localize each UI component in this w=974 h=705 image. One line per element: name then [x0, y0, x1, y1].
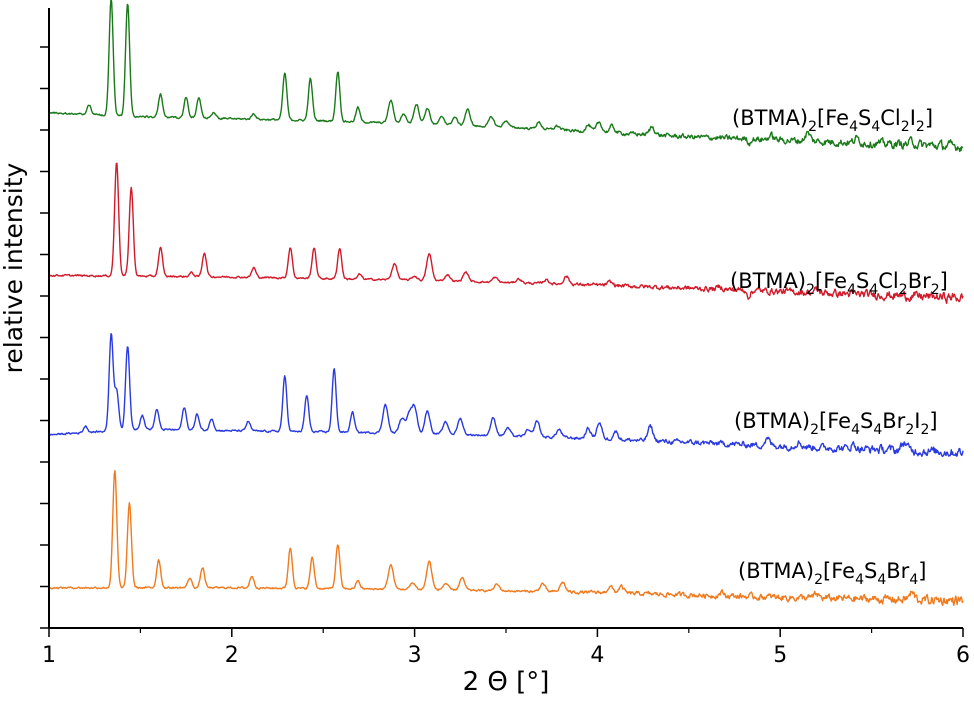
series-label-part: 4	[849, 119, 858, 135]
x-tick-label: 3	[408, 643, 422, 668]
series-label-part: 4	[851, 422, 860, 438]
series-label-part: 2	[905, 422, 914, 438]
series-label-part: 2	[901, 119, 910, 135]
series-label-part: 4	[871, 119, 880, 135]
x-tick-label: 1	[42, 643, 56, 668]
series-label-part: Br	[908, 269, 931, 293]
series-label-part: (BTMA)	[730, 269, 806, 293]
series-label-part: S	[864, 559, 877, 583]
series-label-part: 2	[810, 422, 819, 438]
series-label-part: 2	[916, 119, 925, 135]
x-tick-label: 5	[773, 643, 787, 668]
series-label-part: Br	[882, 409, 905, 433]
series-label-part: (BTMA)	[734, 409, 810, 433]
series-line-0	[48, 0, 964, 153]
series-label-part: (BTMA)	[738, 559, 814, 583]
series-label-part: 2	[931, 282, 940, 298]
series-label-part: 4	[873, 422, 882, 438]
series-label-part: [Fe	[815, 269, 847, 293]
series-label-part: 4	[855, 572, 864, 588]
x-axis-title: 2 Θ [°]	[463, 667, 550, 697]
series-label-2: (BTMA)2[Fe4S4Br2I2]	[734, 409, 938, 438]
series-label-part: S	[860, 409, 873, 433]
series-label-part: (BTMA)	[732, 106, 808, 130]
y-axis-title: relative intensity	[0, 162, 28, 373]
series-label-part: 2	[806, 282, 815, 298]
series-label-part: 2	[899, 282, 908, 298]
series-traces	[48, 0, 964, 607]
series-line-1	[48, 162, 964, 304]
series-label-part: 4	[877, 572, 886, 588]
series-label-3: (BTMA)2[Fe4S4Br4]	[738, 559, 926, 588]
x-tick-label: 6	[956, 643, 970, 668]
series-label-part: I	[910, 106, 916, 130]
series-label-part: ]	[940, 269, 948, 293]
x-tick-label: 2	[225, 643, 239, 668]
series-label-part: 4	[869, 282, 878, 298]
series-label-1: (BTMA)2[Fe4S4Cl2Br2]	[730, 269, 948, 298]
series-label-0: (BTMA)2[Fe4S4Cl2I2]	[732, 106, 933, 135]
series-label-part: I	[914, 409, 920, 433]
series-label-part: 2	[814, 572, 823, 588]
axes: 1 2 3 4 5 6	[40, 8, 970, 668]
series-label-part: ]	[929, 409, 937, 433]
series-label-part: Br	[886, 559, 909, 583]
x-tick-label: 4	[590, 643, 604, 668]
series-label-part: ]	[925, 106, 933, 130]
series-label-part: S	[856, 269, 869, 293]
series-label-part: 4	[847, 282, 856, 298]
series-label-part: 2	[808, 119, 817, 135]
series-label-part: [Fe	[823, 559, 855, 583]
series-label-part: ]	[918, 559, 926, 583]
series-labels: (BTMA)2[Fe4S4Cl2I2](BTMA)2[Fe4S4Cl2Br2](…	[730, 106, 948, 588]
series-line-2	[48, 332, 964, 458]
series-line-3	[48, 469, 964, 607]
series-label-part: Cl	[878, 269, 899, 293]
series-label-part: S	[858, 106, 871, 130]
series-label-part: [Fe	[817, 106, 849, 130]
series-label-part: 2	[920, 422, 929, 438]
series-label-part: 4	[909, 572, 918, 588]
series-label-part: [Fe	[819, 409, 851, 433]
series-label-part: Cl	[880, 106, 901, 130]
